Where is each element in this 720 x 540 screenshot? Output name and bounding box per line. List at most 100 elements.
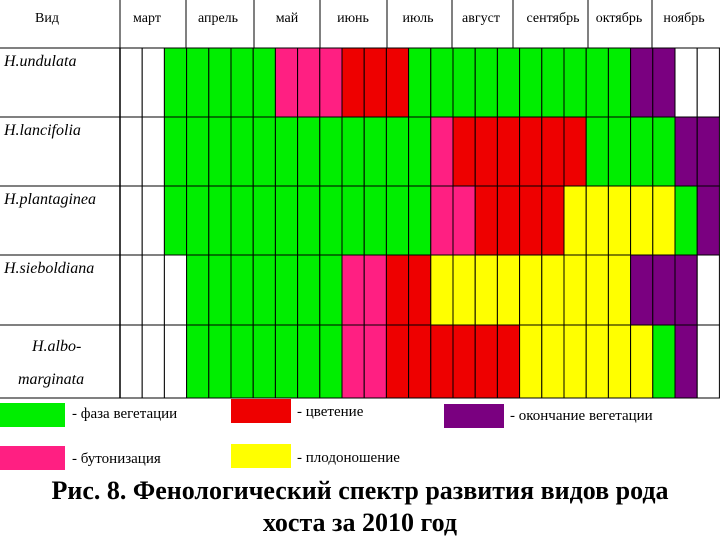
phase-cell: [674, 185, 698, 256]
legend-label-fruiting: - плодоношение: [297, 450, 400, 466]
legend-swatch-end-vegetation: [444, 404, 504, 428]
phase-cell: [585, 116, 609, 187]
species-name: H.sieboldiana: [3, 260, 94, 277]
month-label: март: [133, 11, 161, 26]
phase-cell: [474, 254, 498, 326]
legend-swatch-fruiting: [231, 444, 291, 468]
phase-cell: [563, 185, 587, 256]
phase-cell: [119, 324, 143, 399]
phase-cell: [630, 185, 654, 256]
phase-cell: [119, 185, 143, 256]
legend-swatch-budding: [0, 446, 65, 470]
phase-cell: [186, 324, 210, 399]
phase-cell: [630, 254, 654, 326]
phase-cell: [607, 116, 632, 187]
legend-label-end-vegetation: - окончание вегетации: [510, 408, 653, 424]
phase-cell: [519, 324, 543, 399]
phase-cell: [363, 254, 387, 326]
phase-cell: [652, 185, 676, 256]
phase-cell: [297, 116, 321, 187]
phase-cell: [297, 47, 321, 118]
phase-cell: [474, 47, 498, 118]
phase-cell: [319, 254, 343, 326]
phase-cell: [297, 254, 321, 326]
phase-cell: [652, 47, 676, 118]
phase-cell: [163, 324, 188, 399]
phase-cell: [208, 254, 232, 326]
phase-cell: [430, 116, 454, 187]
phase-cell: [186, 185, 210, 256]
phase-cell: [541, 324, 565, 399]
phase-cell: [363, 185, 387, 256]
phase-cell: [274, 254, 299, 326]
phase-cell: [163, 254, 188, 326]
phase-cell: [363, 47, 387, 118]
legend-swatch-vegetation: [0, 403, 65, 427]
phase-cell: [230, 185, 254, 256]
phase-cell: [319, 324, 343, 399]
phase-cell: [519, 116, 543, 187]
phase-cell: [563, 324, 587, 399]
species-name: H.plantaginea: [3, 191, 96, 208]
phase-cell: [652, 116, 676, 187]
phase-cell: [141, 324, 165, 399]
phase-cell: [208, 324, 232, 399]
phase-cell: [208, 116, 232, 187]
phase-cell: [341, 254, 365, 326]
phase-cell: [385, 47, 410, 118]
phase-cell: [541, 254, 565, 326]
month-label: ноябрь: [663, 11, 704, 26]
phase-cell: [385, 116, 410, 187]
phase-cell: [186, 116, 210, 187]
phase-cell: [496, 185, 521, 256]
species-name: marginata: [18, 371, 84, 388]
phase-cell: [141, 254, 165, 326]
month-label: июнь: [337, 11, 369, 26]
phase-cell: [519, 47, 543, 118]
phase-cell: [452, 185, 476, 256]
phase-cell: [230, 254, 254, 326]
phase-cell: [363, 324, 387, 399]
phase-cell: [252, 116, 276, 187]
phenology-chart: Вид март апрель май июнь июль август сентябрь ок…: [0, 0, 720, 399]
phase-cell: [563, 116, 587, 187]
phase-cell: [696, 116, 720, 187]
phase-cell: [274, 47, 299, 118]
species-name: H.albo-: [31, 338, 81, 355]
phase-cell: [452, 324, 476, 399]
phase-cell: [630, 116, 654, 187]
phase-cell: [341, 47, 365, 118]
phase-cell: [541, 116, 565, 187]
phase-cell: [341, 116, 365, 187]
phase-cell: [474, 185, 498, 256]
phase-cell: [385, 185, 410, 256]
phase-cell: [519, 254, 543, 326]
phase-cell: [630, 324, 654, 399]
phase-cell: [141, 185, 165, 256]
phase-cell: [319, 116, 343, 187]
phase-cell: [141, 47, 165, 118]
phase-cell: [385, 254, 410, 326]
phase-cell: [163, 185, 188, 256]
phase-cell: [674, 254, 698, 326]
phase-cell: [696, 324, 720, 399]
phase-cell: [585, 324, 609, 399]
phase-cell: [274, 185, 299, 256]
phase-cell: [186, 254, 210, 326]
phase-cell: [541, 185, 565, 256]
phase-cell: [186, 47, 210, 118]
phase-cell: [674, 116, 698, 187]
phase-cell: [452, 254, 476, 326]
phase-cell: [696, 185, 720, 256]
phase-cell: [141, 116, 165, 187]
figure-caption-line1: Рис. 8. Фенологический спектр развития в…: [51, 476, 669, 505]
phase-cell: [607, 254, 632, 326]
phase-cell: [607, 185, 632, 256]
legend-label-flowering: - цветение: [297, 404, 364, 420]
species-name: H.undulata: [3, 53, 76, 70]
phase-cell: [563, 47, 587, 118]
phase-cell: [652, 324, 676, 399]
month-label: апрель: [198, 11, 238, 26]
phase-cell: [452, 116, 476, 187]
phase-cell: [607, 47, 632, 118]
